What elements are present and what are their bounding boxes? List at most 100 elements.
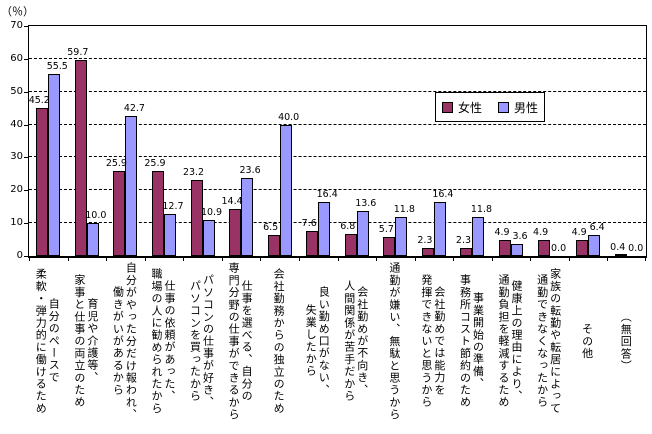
legend-label: 女性 <box>457 100 482 115</box>
x-axis-tick <box>67 258 69 261</box>
bar-female <box>190 179 203 256</box>
bar-female <box>537 239 550 256</box>
legend-item: 男性 <box>498 99 538 116</box>
category-label: 仕事の依頼があった、 職場の人に勧められたから <box>149 267 176 415</box>
category-label: 育児や介護等、 家事と仕事の両立のため <box>72 273 99 409</box>
gridline <box>29 57 646 59</box>
x-axis-tick <box>607 258 609 261</box>
bar-female <box>306 231 319 256</box>
bar-male <box>356 211 369 256</box>
bar-male <box>48 73 61 256</box>
x-axis-tick <box>183 258 185 261</box>
bar-value-label: 23.2 <box>182 166 205 178</box>
bar-value-label: 25.9 <box>105 157 127 169</box>
category-label: 仕事を選べる、自分の 専門分野の仕事ができるから <box>227 261 254 421</box>
bar-male <box>241 178 254 256</box>
y-axis-tick-label: 40 <box>10 118 23 130</box>
x-axis-tick <box>298 258 300 261</box>
bar-value-label: 45.2 <box>28 94 50 106</box>
bar-male <box>125 115 138 256</box>
x-axis-tick <box>491 258 493 261</box>
y-axis-tick <box>24 124 28 126</box>
bar-value-label: 40.0 <box>278 111 300 123</box>
bar-female <box>267 234 280 256</box>
bar-female <box>229 208 242 256</box>
x-axis-tick <box>144 258 146 261</box>
bar-male <box>318 202 331 256</box>
y-axis-tick <box>24 157 28 159</box>
bar-value-label: 10.9 <box>200 207 223 219</box>
bar-female <box>460 248 473 256</box>
bar-female <box>499 239 512 256</box>
category-label: 家族の転勤や転居によって 通勤できなくなったから <box>535 267 562 415</box>
x-axis-tick <box>29 258 30 261</box>
bar-male <box>511 244 524 256</box>
bar-value-label: 11.8 <box>470 204 493 216</box>
x-axis-tick <box>530 258 532 261</box>
bar-value-label: 25.9 <box>144 157 166 169</box>
bar-female <box>576 239 589 256</box>
gridline <box>29 156 646 158</box>
x-axis-tick <box>260 258 262 261</box>
bar-value-label: 16.4 <box>316 189 338 201</box>
y-axis-tick <box>24 58 28 60</box>
x-axis-tick <box>453 258 455 261</box>
bar-male <box>433 202 446 256</box>
bar-male <box>163 214 176 256</box>
percent-unit-label: （％） <box>1 5 34 18</box>
bar-female <box>151 170 164 256</box>
y-axis-tick <box>24 26 28 27</box>
bar-value-label: 16.4 <box>432 189 454 201</box>
bar-value-label: 13.6 <box>355 198 377 210</box>
y-axis-tick-label: 10 <box>10 217 23 229</box>
bar-male <box>86 223 99 256</box>
category-label: 会社勤務からの独立のため <box>272 267 286 415</box>
category-label: 自分がやった分だけ報われ、 働きがいがあるから <box>111 261 138 421</box>
x-axis-tick <box>568 258 570 261</box>
bar-value-label: 4.9 <box>494 226 510 238</box>
x-axis-tick <box>337 258 339 261</box>
bar-value-label: 23.6 <box>239 165 261 177</box>
bar-value-label: 2.3 <box>417 235 433 247</box>
bar-female <box>383 237 396 256</box>
bar-value-label: 59.7 <box>67 46 89 58</box>
bar-female <box>421 248 434 256</box>
y-axis-tick <box>24 256 28 257</box>
plot-area: 45.2 55.5 59.7 10.0 25.9 42.7 25.9 12.7 23.2 10.9… <box>28 25 647 261</box>
bar-value-label: 12.7 <box>162 201 184 213</box>
bar-value-label: 2.3 <box>455 235 472 247</box>
bar-value-label: 6.8 <box>340 220 356 232</box>
x-axis-tick <box>645 258 646 261</box>
y-axis-tick-label: 50 <box>10 85 23 97</box>
bar-value-label: 11.8 <box>393 204 415 216</box>
category-axis: 自分のペースで 柔軟・弾力的に働けるため 育児や介護等、 家事と仕事の両立のため自… <box>0 258 652 432</box>
category-label: 良い勤め口がない、 失業したから <box>304 286 331 396</box>
category-label: 会社勤めが不向き、 人間関係が苦手だから <box>342 280 369 402</box>
y-axis-tick-label: 20 <box>10 184 23 196</box>
legend: 女性 男性 <box>435 92 545 122</box>
bar-female <box>74 59 87 256</box>
category-label: 健康上の理由により、 通勤負担を軽減するため <box>497 273 524 409</box>
bar-value-label: 4.9 <box>571 226 587 238</box>
y-axis-tick-label: 0 <box>16 250 23 261</box>
bar-male <box>472 217 485 256</box>
y-axis-tick-label: 70 <box>10 20 23 31</box>
bar-value-label: 7.6 <box>301 218 317 230</box>
category-label: その他 <box>580 322 594 360</box>
bar-value-label: 6.5 <box>263 221 279 233</box>
bar-value-label: 0.0 <box>551 243 567 254</box>
category-label: 会社勤めでは能力を 発揮できないと思うから <box>419 273 446 409</box>
x-axis-tick <box>414 258 416 261</box>
category-label: パソコンの仕事が好き、 パソコンを買ったから <box>188 273 215 409</box>
x-axis-tick <box>221 258 223 261</box>
bar-female <box>36 107 49 256</box>
x-axis-tick <box>376 258 378 261</box>
gridline <box>29 123 646 125</box>
y-axis-tick-label: 60 <box>10 52 23 64</box>
bar-female <box>113 170 126 256</box>
bar-value-label: 4.9 <box>533 226 549 238</box>
category-label: 自分のペースで 柔軟・弾力的に働けるため <box>34 267 61 415</box>
bar-value-label: 3.6 <box>512 231 528 243</box>
gridline <box>29 189 646 191</box>
bar-male <box>588 234 601 256</box>
